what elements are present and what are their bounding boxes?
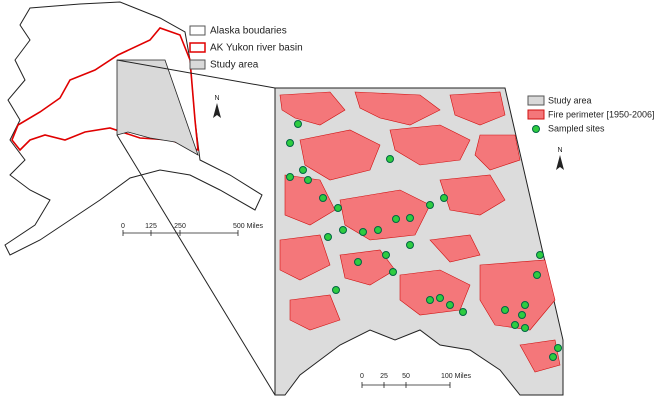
legend-swatch bbox=[189, 59, 206, 70]
scale-label: 50 bbox=[402, 373, 410, 380]
legend-label: Sampled sites bbox=[548, 123, 605, 133]
legend-swatch bbox=[532, 125, 540, 133]
scale-label: 125 bbox=[145, 223, 157, 230]
scale-label: 250 bbox=[174, 223, 186, 230]
legend-swatch bbox=[189, 25, 206, 36]
scale-label: 25 bbox=[380, 373, 388, 380]
study-area-small bbox=[116, 59, 199, 156]
scale-label: 0 bbox=[121, 223, 125, 230]
connector bbox=[116, 134, 276, 396]
scale-label: 0 bbox=[360, 373, 364, 380]
legend-label: Fire perimeter [1950-2006] bbox=[548, 109, 655, 119]
sampled-sites bbox=[286, 120, 562, 361]
legend-swatch bbox=[527, 95, 545, 106]
legend-swatch bbox=[189, 42, 206, 53]
connector bbox=[116, 59, 276, 89]
north-label: N bbox=[214, 95, 219, 102]
yukon-basin bbox=[11, 27, 199, 152]
scale-label: 500 Miles bbox=[233, 223, 263, 230]
fire-perimeters bbox=[279, 91, 561, 373]
scale-bar bbox=[361, 382, 451, 388]
scale-bar bbox=[122, 230, 239, 236]
north-label: N bbox=[557, 147, 562, 154]
scale-label: 100 Miles bbox=[441, 373, 471, 380]
north-arrow bbox=[556, 155, 564, 170]
legend-label: Study area bbox=[210, 60, 259, 71]
legend-swatch bbox=[527, 109, 545, 120]
legend-label: Study area bbox=[548, 95, 592, 105]
legend-label: Alaska boudaries bbox=[210, 26, 287, 37]
north-arrow bbox=[213, 103, 221, 118]
legend-label: AK Yukon river basin bbox=[210, 43, 303, 54]
